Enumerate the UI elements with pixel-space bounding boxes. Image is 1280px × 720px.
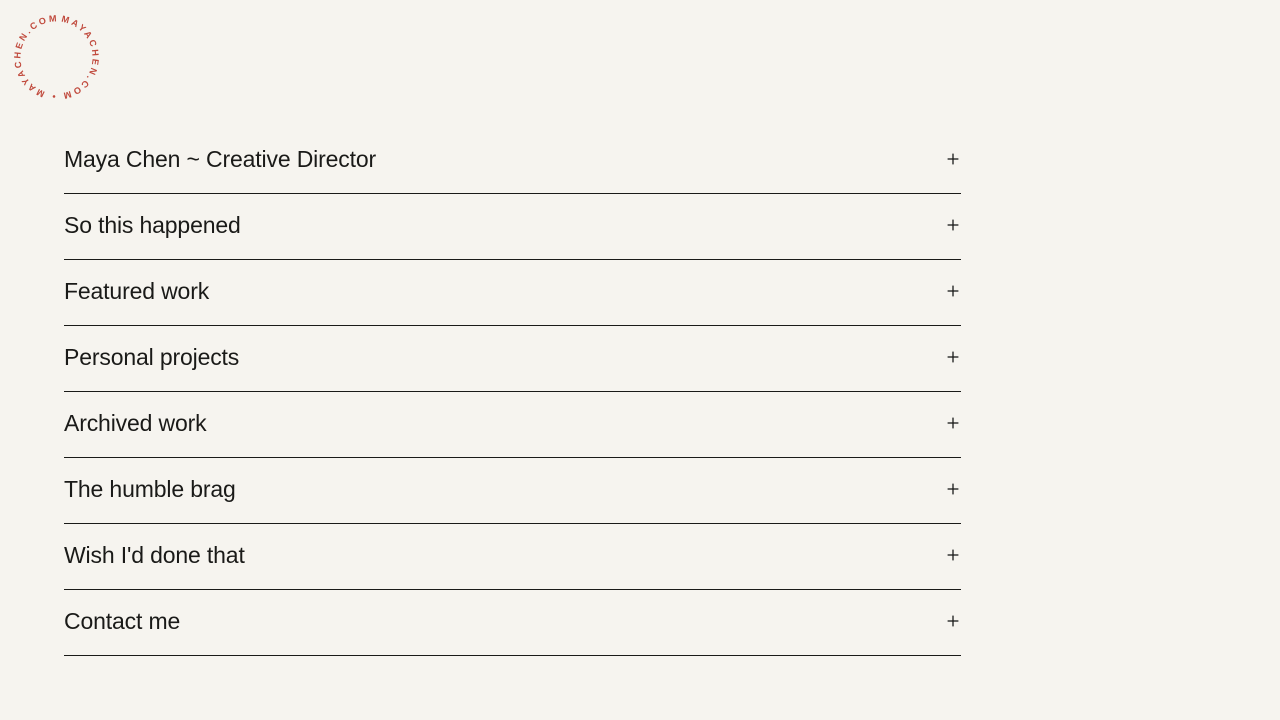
plus-icon[interactable]: [945, 415, 961, 434]
accordion-row-archived-work[interactable]: Archived work: [64, 392, 961, 458]
circular-wordmark-icon: MAYACHEN.COM • MAYACHEN.COM •: [12, 13, 101, 102]
plus-icon[interactable]: [945, 481, 961, 500]
plus-icon[interactable]: [945, 547, 961, 566]
accordion-row-wish-i-d-done-that[interactable]: Wish I'd done that: [64, 524, 961, 590]
circular-wordmark-text: MAYACHEN.COM • MAYACHEN.COM •: [12, 13, 101, 102]
plus-icon[interactable]: [945, 151, 961, 170]
circular-wordmark-textpath: MAYACHEN.COM • MAYACHEN.COM •: [12, 13, 98, 102]
accordion-row-the-humble-brag[interactable]: The humble brag: [64, 458, 961, 524]
plus-icon[interactable]: [945, 349, 961, 368]
accordion-row-label: The humble brag: [64, 475, 236, 502]
accordion-row-label: Wish I'd done that: [64, 541, 245, 568]
accordion-row-featured-work[interactable]: Featured work: [64, 260, 961, 326]
plus-icon[interactable]: [945, 283, 961, 302]
accordion-row-label: Contact me: [64, 607, 181, 634]
accordion-row-label: Featured work: [64, 277, 210, 304]
accordion-list: Maya Chen ~ Creative Director So this hap…: [64, 128, 961, 656]
accordion-row-contact-me[interactable]: Contact me: [64, 590, 961, 656]
plus-icon[interactable]: [945, 613, 961, 632]
brand-logo[interactable]: MAYACHEN.COM • MAYACHEN.COM •: [12, 13, 101, 102]
accordion-row-label: So this happened: [64, 211, 241, 238]
accordion-row-label: Archived work: [64, 409, 207, 436]
accordion-row-maya-chen-creative-director[interactable]: Maya Chen ~ Creative Director: [64, 128, 961, 194]
accordion-row-personal-projects[interactable]: Personal projects: [64, 326, 961, 392]
accordion-row-label: Maya Chen ~ Creative Director: [64, 145, 377, 172]
plus-icon[interactable]: [945, 217, 961, 236]
accordion-row-so-this-happened[interactable]: So this happened: [64, 194, 961, 260]
accordion-row-label: Personal projects: [64, 343, 240, 370]
